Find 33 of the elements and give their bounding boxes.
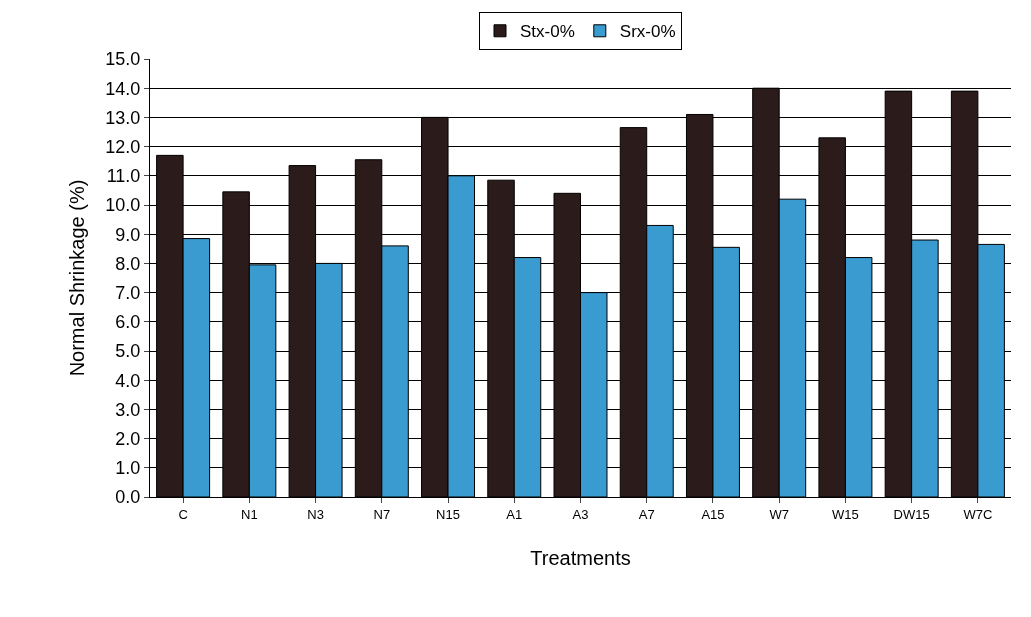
y-tick-label: 11.0 (106, 166, 141, 187)
x-tick-label: N3 (307, 506, 324, 522)
y-tick-label: 3.0 (115, 399, 141, 420)
x-tick-label: W15 (832, 506, 859, 522)
y-tick-label: 13.0 (105, 107, 141, 128)
x-tick-label: N15 (436, 506, 460, 522)
y-tick-label: 6.0 (115, 312, 141, 333)
y-axis-title: Normal Shrinkage (%) (65, 179, 88, 377)
y-tick-label: 15.0 (105, 49, 141, 70)
y-tick-label: 5.0 (115, 341, 141, 362)
y-tick-label: 7.0 (115, 282, 141, 303)
x-tick-label: N1 (241, 506, 258, 522)
x-tick-label: A15 (701, 506, 725, 522)
legend-label: Srx-0% (619, 22, 676, 42)
x-tick-label: W7 (769, 506, 789, 522)
x-axis-title: Treatments (530, 547, 631, 570)
x-tick-label: A1 (506, 506, 523, 522)
y-tick-label: 14.0 (105, 78, 141, 99)
y-tick-label: 8.0 (115, 253, 141, 274)
y-tick-label: 2.0 (115, 428, 141, 449)
x-tick-label: DW15 (893, 506, 930, 522)
x-tick-label: A7 (638, 506, 655, 522)
y-tick-label: 0.0 (115, 487, 141, 508)
x-tick-label: C (178, 506, 188, 522)
y-tick-label: 1.0 (115, 458, 141, 479)
x-tick-label: N7 (373, 506, 391, 522)
y-tick-label: 9.0 (115, 224, 141, 245)
x-tick-label: W7C (963, 506, 993, 522)
x-tick-label: A3 (572, 506, 589, 522)
legend-label: Stx-0% (520, 22, 575, 42)
y-tick-label: 10.0 (105, 195, 141, 216)
y-tick-label: 12.0 (105, 136, 141, 157)
y-tick-label: 4.0 (115, 370, 141, 391)
